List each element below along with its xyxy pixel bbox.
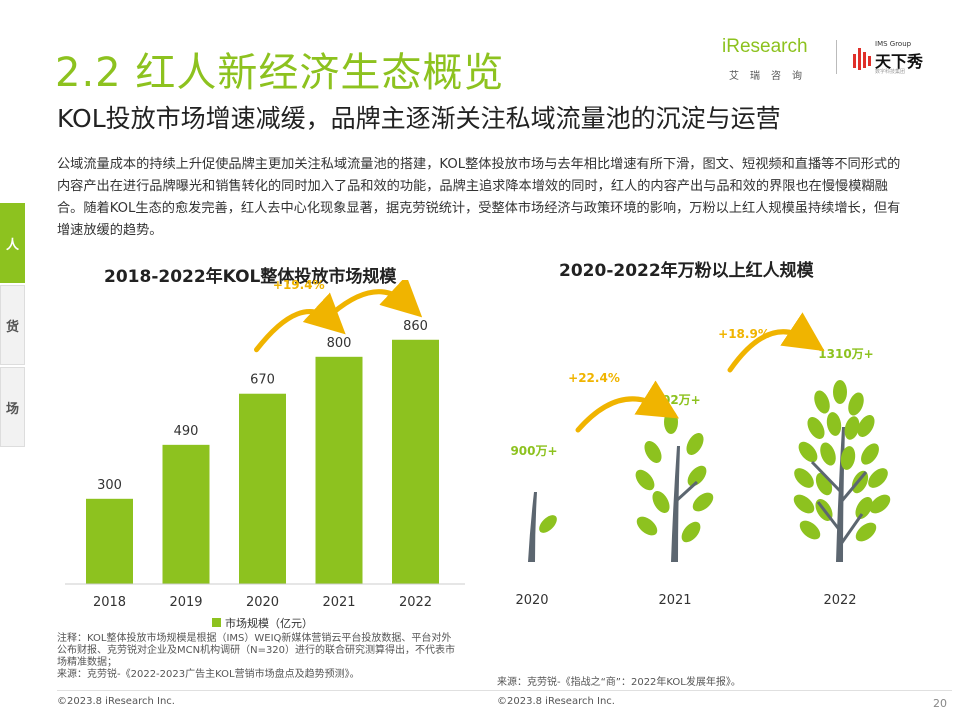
tree-leaf: [855, 522, 877, 542]
tree-leaf: [814, 390, 830, 414]
growth-label: +19.4%: [273, 280, 325, 292]
note-text: 注释：KOL整体投放市场规模是根据（IMS）WEIQ新媒体营销云平台投放数据、平…: [57, 633, 456, 668]
tree-leaf: [840, 446, 856, 470]
tree-value-label: 1310万+: [818, 347, 873, 361]
tree-leaf: [686, 433, 704, 455]
chart-note: 注释：KOL整体投放市场规模是根据（IMS）WEIQ新媒体营销云平台投放数据、平…: [57, 633, 457, 681]
bar-legend: 市场规模（亿元）: [212, 616, 313, 630]
tree-leaf: [681, 521, 701, 543]
side-tab-goods[interactable]: 货: [0, 285, 25, 365]
x-tick-label: 2021: [658, 593, 691, 608]
tree-trunk: [528, 492, 537, 562]
note-source: 来源：克劳锐-《2022-2023广告主KOL营销市场盘点及趋势预测》。: [57, 669, 360, 680]
tree-chart-source: 来源：克劳锐-《指战之“商”：2022年KOL发展年报》。: [497, 677, 741, 688]
growth-arrow: [330, 280, 423, 318]
tree-chart-title: 2020-2022年万粉以上红人规模: [559, 261, 814, 281]
tree-leaf: [869, 494, 891, 514]
ims-group-label: IMS Group: [875, 40, 912, 48]
tree-leaf: [868, 468, 888, 488]
tree-leaf: [851, 470, 869, 494]
x-tick-label: 2022: [399, 595, 432, 610]
bar-2020: [239, 393, 286, 584]
x-tick-label: 2022: [823, 593, 856, 608]
growth-arrow: [254, 292, 346, 353]
tree-leaf: [652, 491, 670, 513]
bar-2021: [315, 356, 363, 584]
intro-paragraph: 公域流量成本的持续上升促使品牌主更加关注私域流量池的搭建，KOL整体投放市场与去…: [57, 157, 901, 238]
tree-leaf: [855, 497, 873, 519]
side-tab-place[interactable]: 场: [0, 367, 25, 447]
bar-chart-title: 2018-2022年KOL整体投放市场规模: [104, 267, 397, 287]
ims-brand-name: 天下秀: [875, 52, 924, 71]
bar-value-label: 300: [97, 478, 122, 493]
tree-leaf: [539, 515, 557, 533]
bar-2018: [86, 498, 133, 584]
tree-leaf: [807, 417, 825, 439]
side-tab-people[interactable]: 人: [0, 203, 25, 283]
tree-chart: 900万+20201102万+20211310万+2022+22.4%+18.9…: [510, 312, 891, 608]
tree-value-label: 900万+: [510, 444, 557, 458]
x-tick-label: 2018: [93, 595, 126, 610]
tree-leaf: [644, 441, 662, 463]
tree-leaf: [826, 412, 842, 436]
bar-chart: 300 2018 490 2019 670 2020 800 2021 860 2022 +19.4…: [65, 280, 465, 630]
x-tick-label: 2020: [515, 593, 548, 608]
iresearch-logo: iResearch: [722, 36, 808, 57]
bar-2022: [392, 339, 439, 584]
tree-branch: [816, 501, 843, 533]
bar-value-label: 860: [403, 319, 428, 334]
tree-branch: [673, 480, 699, 504]
bar-value-label: 490: [174, 424, 199, 439]
tree-leaf: [636, 516, 658, 536]
bar-value-label: 670: [250, 373, 275, 388]
tree-leaf: [861, 443, 879, 465]
growth-arrow: [727, 312, 825, 373]
ims-tagline: 数字科技集团: [875, 69, 906, 75]
tree-leaf: [844, 416, 860, 440]
tree-leaf: [848, 392, 864, 416]
x-tick-label: 2019: [169, 595, 202, 610]
bar-value-label: 800: [327, 336, 352, 351]
tree-branch: [839, 471, 868, 503]
iresearch-logo-cn: 艾瑞咨询: [729, 71, 813, 82]
growth-label: +22.4%: [568, 371, 620, 385]
x-tick-label: 2020: [246, 595, 279, 610]
tree-branch: [810, 460, 843, 494]
x-tick-label: 2021: [322, 595, 355, 610]
tree-leaf: [799, 520, 821, 540]
tree-leaf: [794, 468, 814, 488]
tree-leaf: [820, 442, 836, 466]
side-tabs: 人 货 场: [0, 203, 25, 449]
page-title: 2.2 红人新经济生态概览: [55, 50, 505, 96]
legend-swatch: [212, 618, 221, 627]
tree-leaf: [793, 494, 815, 514]
logo-separator: [836, 40, 837, 74]
footer-divider: [57, 690, 952, 691]
tree-leaf: [687, 465, 707, 487]
logo-area: iResearch 艾瑞咨询 IMS Group 天下秀 数字科技集团: [722, 36, 942, 86]
footer-copyright-left: ©2023.8 iResearch Inc.: [57, 696, 175, 707]
footer-copyright-right: ©2023.8 iResearch Inc.: [497, 696, 615, 707]
tree-branch: [839, 513, 864, 545]
legend-label: 市场规模（亿元）: [225, 616, 313, 630]
growth-label: +18.9%: [718, 327, 770, 341]
page-number: 20: [933, 697, 947, 710]
ims-bars-icon: [853, 48, 871, 70]
tree-leaf: [857, 415, 875, 437]
bar-2019: [162, 444, 210, 584]
tree-leaf: [798, 441, 818, 463]
tree-leaf: [833, 380, 847, 404]
tree-leaf: [635, 469, 655, 491]
growth-arrow: [575, 380, 680, 433]
tree-leaf: [664, 410, 678, 434]
tree-leaf: [692, 492, 714, 512]
page-subtitle: KOL投放市场增速减缓，品牌主逐渐关注私域流量池的沉淀与运营: [57, 104, 781, 133]
tree-trunk: [671, 446, 680, 562]
